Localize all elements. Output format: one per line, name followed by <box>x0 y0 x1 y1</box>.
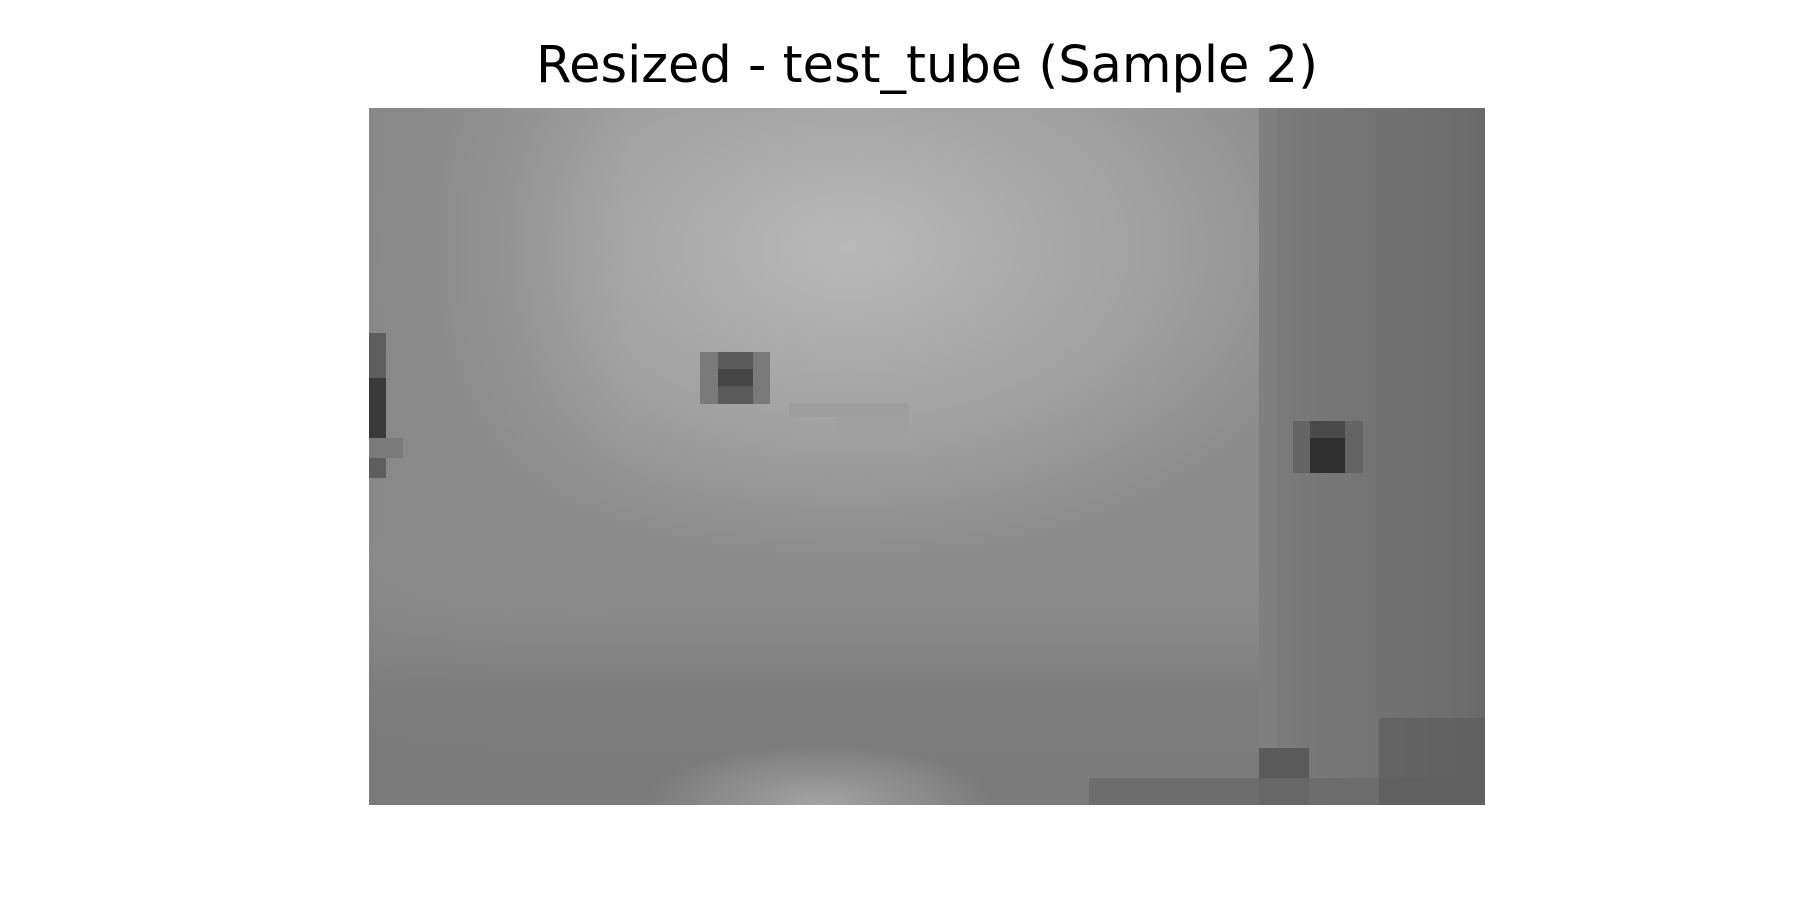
grayscale-image-canvas <box>369 108 1485 805</box>
figure-title: Resized - test_tube (Sample 2) <box>0 36 1800 96</box>
resized-image <box>369 108 1485 805</box>
